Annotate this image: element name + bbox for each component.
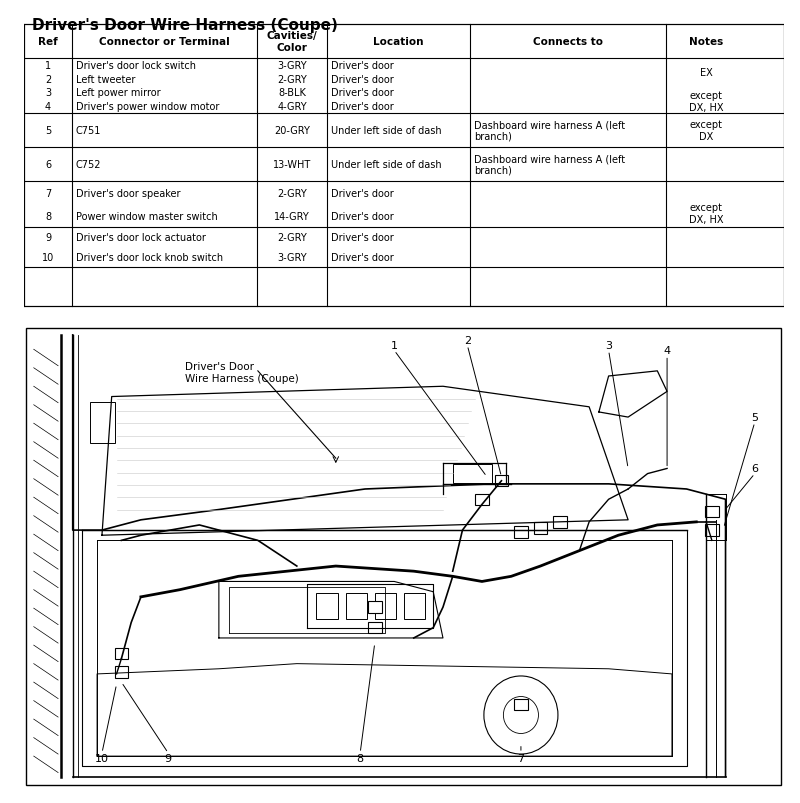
Text: 9: 9 (165, 753, 172, 763)
Text: EX: EX (700, 67, 713, 78)
Text: except
DX, HX: except DX, HX (689, 91, 723, 112)
Text: 4-GRY: 4-GRY (277, 102, 306, 112)
Bar (475, 494, 489, 505)
Text: 8-BLK: 8-BLK (278, 88, 306, 98)
Text: Driver's Door Wire Harness (Coupe): Driver's Door Wire Harness (Coupe) (32, 18, 338, 33)
Text: 9: 9 (45, 233, 51, 243)
Bar (316, 593, 338, 620)
Bar (374, 593, 396, 620)
Text: 8: 8 (357, 753, 364, 763)
Text: Dashboard wire harness A (left
branch): Dashboard wire harness A (left branch) (474, 154, 625, 176)
Text: 6: 6 (751, 464, 758, 474)
Bar (114, 648, 128, 659)
Text: Notes: Notes (689, 37, 723, 47)
Bar (514, 527, 528, 538)
Bar (114, 666, 128, 678)
Text: except
DX: except DX (690, 120, 722, 141)
Text: Ref: Ref (38, 37, 58, 47)
Text: Under left side of dash: Under left side of dash (331, 160, 442, 169)
Text: Left tweeter: Left tweeter (76, 75, 135, 84)
Text: 5: 5 (45, 126, 51, 136)
Text: 2-GRY: 2-GRY (277, 75, 306, 84)
Text: except
DX, HX: except DX, HX (689, 203, 723, 225)
Text: Driver's door: Driver's door (331, 211, 394, 222)
Text: Driver's door: Driver's door (331, 253, 394, 263)
Text: Left power mirror: Left power mirror (76, 88, 160, 98)
Text: 3-GRY: 3-GRY (277, 253, 306, 263)
Text: Driver's door: Driver's door (331, 233, 394, 243)
Bar (553, 516, 566, 528)
Text: Driver's door lock knob switch: Driver's door lock knob switch (76, 253, 223, 263)
Text: C752: C752 (76, 160, 101, 169)
Text: Driver's door speaker: Driver's door speaker (76, 189, 180, 198)
Text: 4: 4 (45, 102, 51, 112)
Text: 2: 2 (45, 75, 51, 84)
Text: Driver's Door
Wire Harness (Coupe): Driver's Door Wire Harness (Coupe) (185, 361, 298, 384)
Text: 2-GRY: 2-GRY (277, 189, 306, 198)
Bar (494, 475, 508, 487)
Text: C751: C751 (76, 126, 101, 136)
Text: Cavities/
Color: Cavities/ Color (266, 31, 318, 53)
Text: Driver's door lock switch: Driver's door lock switch (76, 61, 196, 71)
Bar (453, 465, 492, 483)
Text: 3-GRY: 3-GRY (277, 61, 306, 71)
Text: 2: 2 (464, 336, 471, 345)
Text: Driver's door lock actuator: Driver's door lock actuator (76, 233, 206, 243)
Text: 1: 1 (45, 61, 51, 71)
Bar (346, 593, 367, 620)
Text: 20-GRY: 20-GRY (274, 126, 310, 136)
Text: 10: 10 (42, 253, 54, 263)
Text: 7: 7 (518, 753, 525, 763)
Text: 4: 4 (663, 346, 670, 356)
Bar (514, 699, 528, 711)
Bar (705, 507, 718, 518)
Text: 1: 1 (390, 340, 398, 351)
Bar (90, 402, 114, 443)
Text: Connects to: Connects to (533, 37, 603, 47)
Text: 8: 8 (45, 211, 51, 222)
Text: 10: 10 (95, 753, 109, 763)
Text: Location: Location (374, 37, 424, 47)
Text: 7: 7 (45, 189, 51, 198)
Bar (705, 525, 718, 536)
Text: Dashboard wire harness A (left
branch): Dashboard wire harness A (left branch) (474, 120, 625, 141)
Bar (534, 523, 547, 534)
Bar (368, 601, 382, 613)
Text: 2-GRY: 2-GRY (277, 233, 306, 243)
Text: 13-WHT: 13-WHT (273, 160, 311, 169)
Text: Driver's door: Driver's door (331, 61, 394, 71)
Bar (404, 593, 426, 620)
Text: 14-GRY: 14-GRY (274, 211, 310, 222)
Text: Driver's door: Driver's door (331, 189, 394, 198)
Text: Driver's door: Driver's door (331, 75, 394, 84)
Text: Power window master switch: Power window master switch (76, 211, 218, 222)
Text: 5: 5 (751, 413, 758, 422)
Bar (368, 622, 382, 634)
Text: Connector or Terminal: Connector or Terminal (99, 37, 230, 47)
Text: Driver's door: Driver's door (331, 102, 394, 112)
Text: Driver's door: Driver's door (331, 88, 394, 98)
Text: 3: 3 (605, 340, 612, 351)
Text: Driver's power window motor: Driver's power window motor (76, 102, 219, 112)
Text: 3: 3 (45, 88, 51, 98)
Text: Under left side of dash: Under left side of dash (331, 126, 442, 136)
Text: 6: 6 (45, 160, 51, 169)
